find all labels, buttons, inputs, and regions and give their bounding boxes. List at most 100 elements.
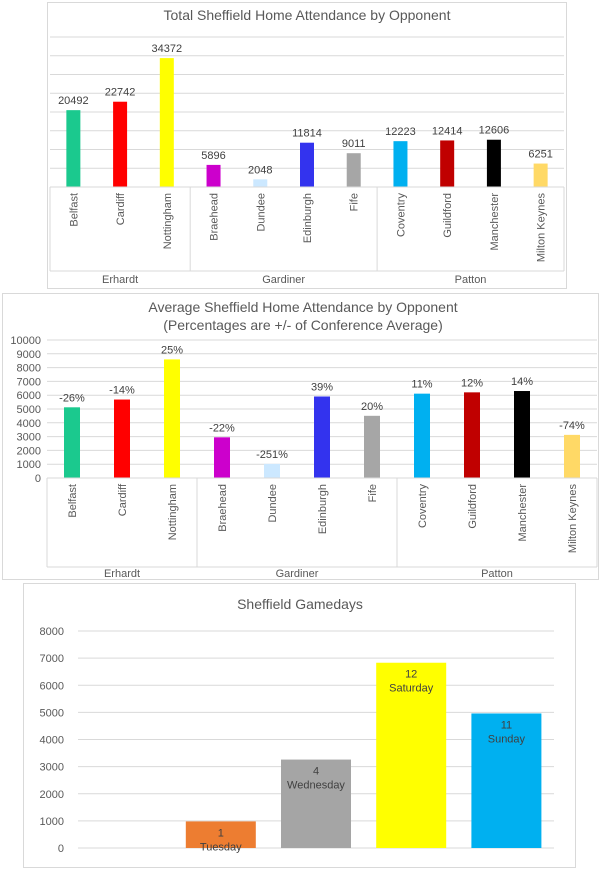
y-tick-label: 8000 bbox=[17, 363, 41, 375]
bar bbox=[66, 110, 81, 187]
day-label: Saturday bbox=[389, 683, 434, 695]
category-label: Manchester bbox=[517, 484, 529, 542]
category-label: Belfast bbox=[68, 193, 80, 227]
chart-gamedays: Sheffield Gamedays 0 1000 2000 3000 4000 5000… bbox=[23, 583, 576, 868]
category-label: Dundee bbox=[255, 193, 267, 232]
y-tick-label: 9000 bbox=[17, 349, 41, 361]
bar bbox=[314, 396, 330, 478]
y-tick-label: 3000 bbox=[40, 762, 64, 774]
bar bbox=[346, 153, 361, 187]
data-label: 11% bbox=[411, 379, 432, 391]
data-label: 9011 bbox=[342, 138, 366, 150]
bar bbox=[206, 164, 221, 187]
category-label: Guildford bbox=[442, 193, 454, 238]
group-label: Patton bbox=[481, 568, 513, 579]
chart-title: Average Sheffield Home Attendance by Opp… bbox=[148, 299, 457, 315]
bar bbox=[486, 139, 501, 187]
y-tick-label: 5000 bbox=[17, 404, 41, 416]
bar bbox=[533, 163, 548, 187]
data-label: 39% bbox=[311, 381, 333, 393]
category-label: Fife bbox=[367, 484, 379, 502]
chart-total-attendance: Total Sheffield Home Attendance by Oppon… bbox=[47, 2, 567, 289]
bar bbox=[514, 391, 530, 478]
data-label: -26% bbox=[59, 392, 85, 404]
bar bbox=[471, 713, 542, 848]
bar bbox=[393, 141, 408, 187]
category-label: Milton Keynes bbox=[567, 484, 579, 554]
chart-title: Sheffield Gamedays bbox=[237, 596, 363, 612]
y-tick-label: 2000 bbox=[17, 445, 41, 457]
y-tick-label: 4000 bbox=[40, 735, 64, 747]
y-tick-label: 0 bbox=[35, 473, 41, 485]
data-label: 5896 bbox=[201, 150, 225, 162]
y-tick-label: 2000 bbox=[40, 789, 64, 801]
bar bbox=[300, 142, 314, 187]
data-label: 22742 bbox=[105, 87, 136, 99]
bar bbox=[185, 821, 256, 848]
group-label: Erhardt bbox=[104, 568, 140, 579]
count-label: 12 bbox=[405, 669, 417, 681]
category-label: Guildford bbox=[467, 484, 479, 529]
data-label: 12223 bbox=[385, 126, 416, 138]
y-tick-label: 8000 bbox=[40, 626, 64, 638]
category-label: Coventry bbox=[417, 484, 429, 529]
category-label: Cardiff bbox=[117, 483, 129, 516]
bar bbox=[64, 407, 80, 478]
data-label: 11814 bbox=[292, 128, 322, 140]
y-tick-label: 3000 bbox=[17, 432, 41, 444]
category-label: Edinburgh bbox=[317, 484, 329, 534]
data-label: 6251 bbox=[528, 149, 552, 161]
category-label: Dundee bbox=[267, 484, 279, 523]
bar bbox=[440, 140, 455, 187]
chart-title: Total Sheffield Home Attendance by Oppon… bbox=[164, 7, 451, 23]
category-label: Manchester bbox=[489, 193, 501, 251]
group-label: Erhardt bbox=[102, 274, 138, 286]
day-label: Tuesday bbox=[200, 841, 242, 853]
data-label: 14% bbox=[511, 376, 533, 388]
data-label: 34372 bbox=[152, 43, 183, 55]
chart-average-attendance: Average Sheffield Home Attendance by Opp… bbox=[2, 293, 599, 580]
y-tick-label: 7000 bbox=[40, 653, 64, 665]
category-label: Nottingham bbox=[167, 484, 179, 540]
data-label: 20% bbox=[361, 401, 383, 413]
bar bbox=[159, 58, 174, 188]
y-tick-label: 7000 bbox=[17, 376, 41, 388]
chart-subtitle: (Percentages are +/- of Conference Avera… bbox=[163, 317, 443, 333]
chart-total-attendance-svg: Total Sheffield Home Attendance by Oppon… bbox=[49, 7, 565, 286]
chart-gamedays-svg: Sheffield Gamedays 0 1000 2000 3000 4000 5000… bbox=[40, 596, 554, 855]
category-label: Braehead bbox=[217, 484, 229, 532]
bar bbox=[376, 662, 447, 848]
count-label: 1 bbox=[218, 827, 224, 839]
bar bbox=[253, 179, 268, 187]
bar bbox=[114, 399, 130, 478]
data-label: 2048 bbox=[248, 164, 272, 176]
bar bbox=[414, 393, 430, 478]
bar bbox=[364, 415, 380, 478]
group-label: Gardiner bbox=[276, 568, 319, 579]
y-tick-label: 6000 bbox=[17, 390, 41, 402]
data-label: 25% bbox=[161, 344, 183, 356]
y-tick-label: 0 bbox=[58, 843, 64, 855]
bar bbox=[113, 101, 128, 187]
bar bbox=[464, 392, 480, 478]
data-label: 12414 bbox=[432, 125, 463, 137]
data-label: 12606 bbox=[479, 125, 510, 137]
y-tick-label: 6000 bbox=[40, 680, 64, 692]
day-label: Wednesday bbox=[287, 780, 345, 792]
data-label: -251% bbox=[256, 449, 288, 461]
category-label: Fife bbox=[349, 193, 361, 211]
data-label: 12% bbox=[461, 377, 483, 389]
chart-average-attendance-svg: Average Sheffield Home Attendance by Opp… bbox=[10, 299, 598, 579]
category-label: Cardiff bbox=[115, 192, 127, 225]
y-tick-label: 4000 bbox=[17, 418, 41, 430]
category-label: Edinburgh bbox=[302, 193, 314, 243]
group-label: Patton bbox=[455, 274, 487, 286]
data-label: -22% bbox=[209, 422, 235, 434]
count-label: 4 bbox=[313, 766, 319, 778]
data-label: 20492 bbox=[58, 95, 89, 107]
data-label: -74% bbox=[559, 420, 585, 432]
category-label: Braehead bbox=[209, 193, 221, 241]
category-label: Belfast bbox=[67, 484, 79, 518]
y-tick-label: 10000 bbox=[10, 335, 41, 347]
y-tick-label: 5000 bbox=[40, 707, 64, 719]
